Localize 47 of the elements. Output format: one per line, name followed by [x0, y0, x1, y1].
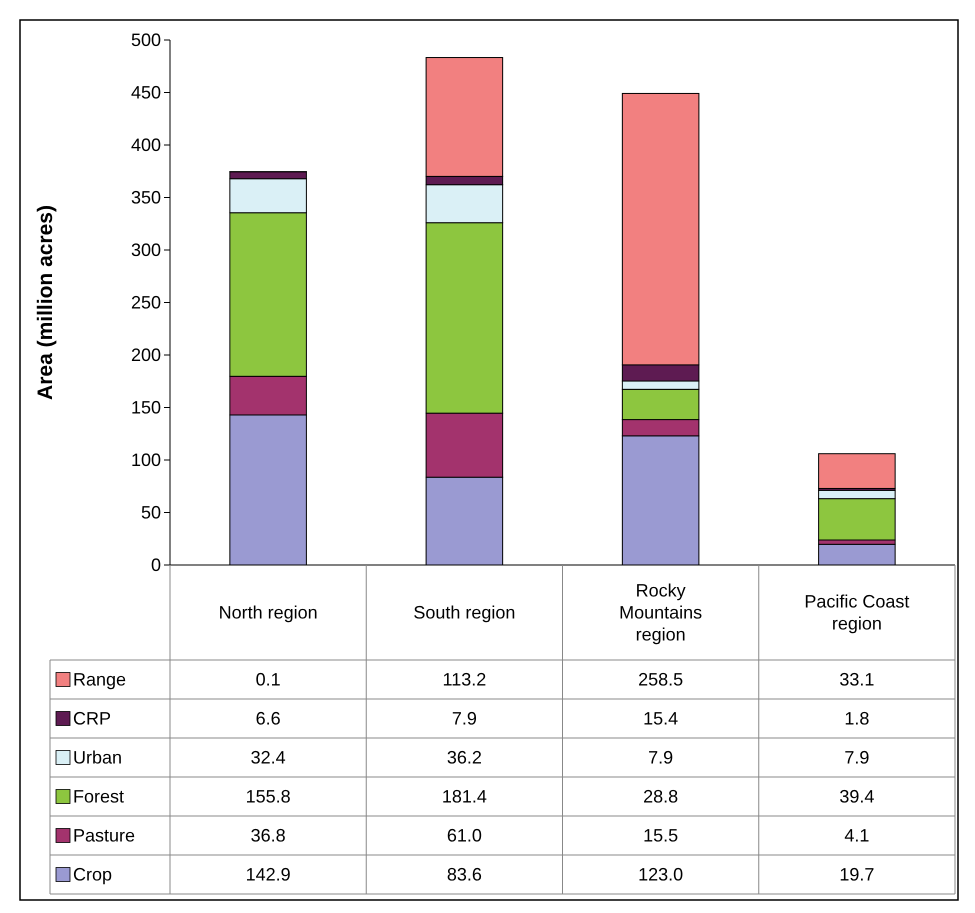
bar	[818, 453, 896, 489]
y-tick-label: 500	[130, 30, 161, 50]
data-label: 36.2	[446, 748, 482, 768]
y-tick-label: 250	[130, 292, 161, 312]
y-tick-label: 0	[150, 554, 161, 575]
data-label: 32.4	[250, 748, 286, 768]
data-label: 4.1	[844, 826, 870, 846]
data-label: 258.5	[638, 670, 684, 690]
y-axis-title: Area (million acres)	[34, 205, 57, 400]
x-tick-label: North region	[218, 602, 318, 622]
legend-label: CRP	[73, 708, 112, 728]
data-label: 33.1	[839, 670, 874, 690]
y-tick-label: 350	[130, 187, 161, 208]
data-label: 28.8	[643, 786, 678, 806]
legend-label: Forest	[73, 786, 124, 806]
y-tick-label: 400	[130, 134, 161, 155]
data-label: 7.9	[452, 708, 477, 728]
data-label: 36.8	[250, 826, 286, 846]
y-tick-label: 50	[140, 502, 161, 522]
data-label: 123.0	[638, 864, 684, 884]
data-label: 19.7	[839, 864, 874, 884]
y-tick-label: 450	[130, 82, 161, 102]
data-label: 6.6	[256, 708, 281, 728]
x-tick-label: Pacific Coast region	[804, 592, 910, 634]
x-tick-label: Rocky Mountains region	[619, 580, 702, 644]
data-label: 0.1	[256, 670, 281, 690]
data-label: 113.2	[442, 670, 486, 690]
data-label: 142.9	[246, 864, 291, 884]
data-label: 39.4	[839, 786, 874, 806]
y-tick-label: 300	[130, 240, 161, 260]
data-label: 7.9	[648, 748, 674, 768]
data-label: 181.4	[442, 786, 487, 806]
legend-label: Crop	[73, 864, 112, 884]
data-label: 1.8	[844, 708, 870, 728]
legend-label: Range	[73, 670, 126, 690]
data-label: 15.4	[643, 708, 678, 728]
data-label: 155.8	[246, 786, 291, 806]
y-tick-label: 100	[130, 450, 161, 470]
data-label: 7.9	[844, 748, 870, 768]
data-label: 15.5	[643, 826, 678, 846]
y-tick-label: 150	[130, 397, 161, 418]
legend-label: Urban	[73, 748, 122, 768]
data-label: 83.6	[446, 864, 482, 884]
data-label: 61.0	[446, 826, 482, 846]
y-tick-label: 200	[130, 344, 161, 365]
x-tick-label: South region	[413, 602, 516, 622]
legend-label: Pasture	[73, 826, 136, 846]
